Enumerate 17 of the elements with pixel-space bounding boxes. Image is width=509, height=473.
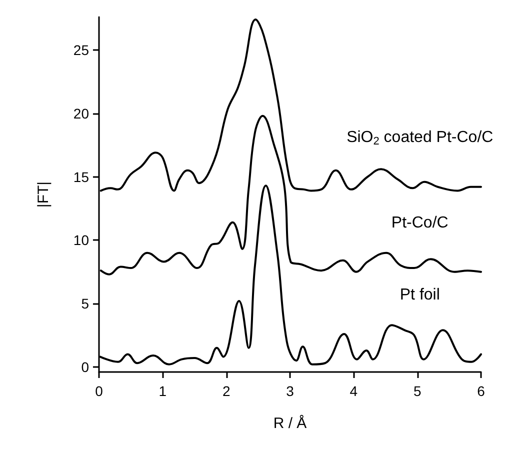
x-tick-label: 3 — [286, 383, 294, 399]
x-tick-label: 2 — [222, 383, 230, 399]
x-axis-title: R / Å — [273, 414, 307, 432]
y-tick-label: 0 — [81, 358, 90, 375]
x-tick-label: 0 — [95, 383, 104, 399]
x-tick-label: 5 — [413, 383, 422, 399]
y-axis-title: |FT| — [35, 181, 52, 208]
series-label: Pt-Co/C — [391, 214, 448, 232]
y-tick-label: 5 — [81, 296, 90, 312]
x-tick-label: 6 — [477, 383, 486, 399]
y-tick-label: 15 — [73, 168, 90, 185]
x-tick-label: 1 — [158, 383, 167, 399]
y-tick-label: 10 — [73, 232, 90, 248]
series-label: Pt foil — [400, 286, 440, 304]
y-tick-label: 25 — [73, 42, 90, 58]
x-tick-label: 4 — [350, 383, 358, 399]
y-tick-label: 20 — [73, 105, 90, 122]
